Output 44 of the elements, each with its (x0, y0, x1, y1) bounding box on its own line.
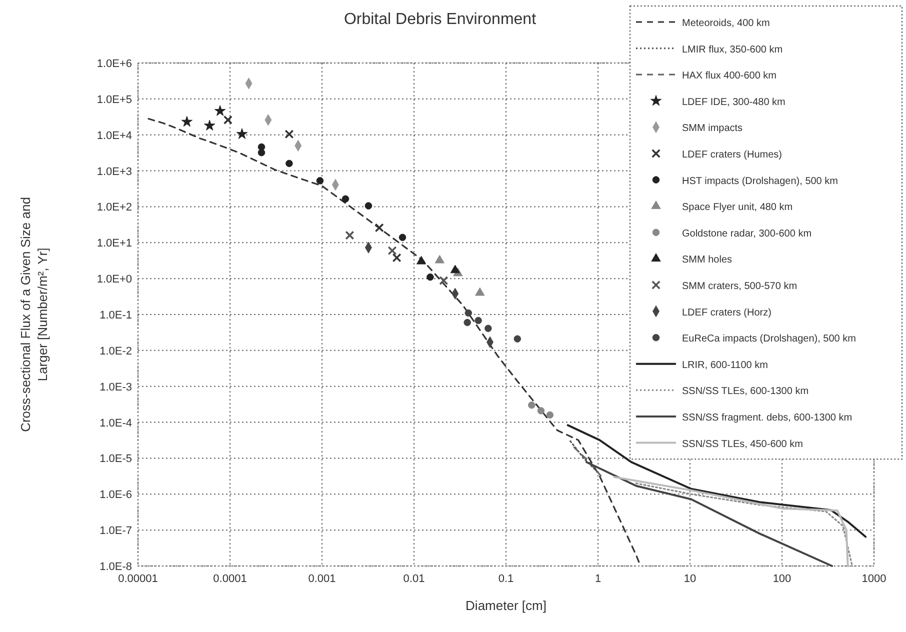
y-tick-label: 1.0E+1 (96, 238, 132, 250)
chart-title: Orbital Debris Environment (344, 11, 537, 28)
y-tick-label: 1.0E-4 (100, 417, 132, 430)
y-axis-title: Cross-sectional Flux of a Given Size and Larger [Number/m², Yr] (18, 197, 50, 432)
y-tick-label: 1.0E-5 (100, 453, 132, 466)
x-tick-label: 100 (772, 573, 792, 585)
y-tick-label: 1.0E-6 (100, 489, 132, 502)
y-tick-label: 1.0E+6 (96, 58, 132, 70)
legend-label: LDEF craters (Horz) (682, 307, 772, 318)
legend-label: EuReCa impacts (Drolshagen), 500 km (682, 334, 856, 345)
legend-label: Meteoroids, 400 km (682, 18, 770, 29)
legend-label: HST impacts (Drolshagen), 500 km (682, 176, 838, 187)
legend-label: LRIR, 600-1100 km (682, 360, 768, 371)
legend-label: SMM impacts (682, 123, 743, 134)
legend-label: SSN/SS TLEs, 600-1300 km (682, 386, 809, 398)
legend-label: HAX flux 400-600 km (682, 70, 776, 82)
y-tick-label: 1.0E+4 (96, 130, 132, 142)
legend-label: SSN/SS fragment. debs, 600-1300 km (682, 412, 852, 424)
x-axis-title: Diameter [cm] (466, 598, 546, 613)
legend-label: Space Flyer unit, 480 km (682, 202, 793, 214)
legend-label: LDEF IDE, 300-480 km (682, 96, 786, 108)
y-tick-label: 1.0E+0 (96, 274, 132, 286)
x-tick-label: 0.0001 (213, 573, 247, 585)
x-tick-label: 0.001 (308, 573, 336, 585)
legend-label: LDEF craters (Humes) (682, 150, 782, 160)
legend-label: SMM craters, 500-570 km (682, 281, 798, 292)
y-tick-label: 1.0E+5 (96, 94, 132, 106)
x-tick-label: 0.00001 (118, 573, 158, 585)
legend-label: SMM holes (682, 254, 732, 266)
y-tick-label: 1.0E+2 (96, 202, 132, 214)
x-tick-label: 10 (684, 573, 696, 585)
legend-label: SSN/SS TLEs, 450-600 km (682, 438, 803, 450)
x-tick-label: 1 (594, 573, 602, 585)
y-tick-label: 1.0E-3 (100, 381, 132, 394)
legend-label: Goldstone radar, 300-600 km (682, 228, 812, 240)
y-tick-label: 1.0E-8 (100, 561, 132, 573)
legend-label: LMIR flux, 350-600 km (682, 44, 783, 56)
y-tick-label: 1.0E-7 (100, 525, 132, 538)
x-tick-label: 0.01 (403, 573, 425, 585)
y-tick-label: 1.0E-2 (100, 345, 132, 358)
y-tick-label: 1.0E+3 (96, 166, 132, 178)
x-tick-label: 1000 (862, 573, 886, 585)
x-tick-label: 0.1 (498, 573, 514, 585)
y-tick-label: 1.0E-1 (100, 310, 132, 322)
